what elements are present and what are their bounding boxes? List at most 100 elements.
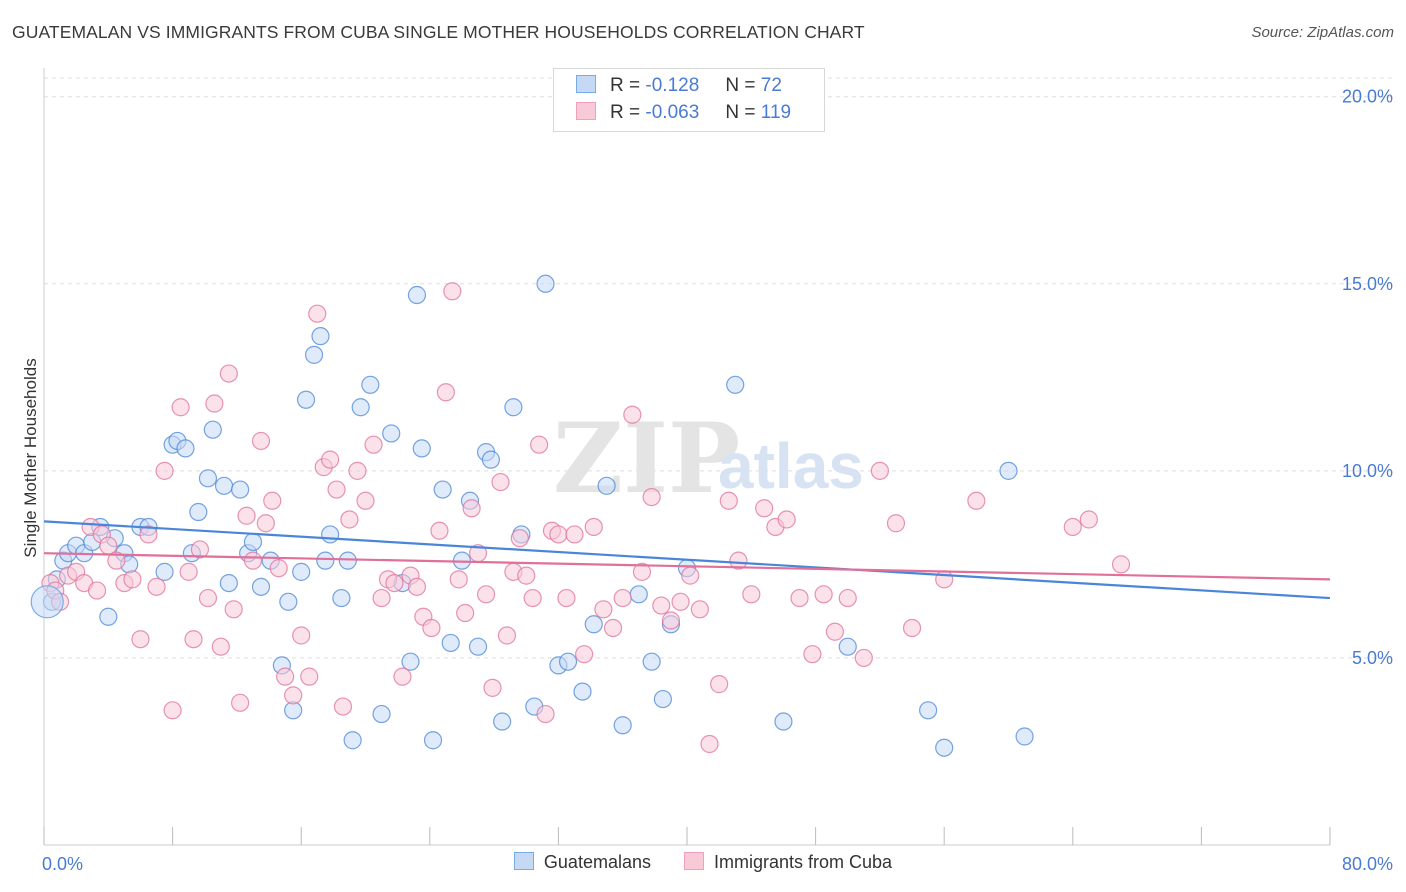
data-point (491, 472, 510, 492)
stats-n-value: 72 (760, 75, 782, 96)
data-point (652, 596, 671, 615)
data-point (1015, 727, 1034, 746)
legend-swatch-cuba (684, 852, 704, 870)
data-point (557, 588, 576, 608)
data-point (351, 398, 370, 417)
y-tick-label: 10.0% (1342, 461, 1393, 481)
data-point (497, 626, 517, 645)
data-point (623, 405, 642, 424)
data-point (276, 667, 295, 686)
data-point (443, 282, 462, 301)
data-point (364, 435, 383, 454)
data-point (30, 585, 64, 619)
chart-title: GUATEMALAN VS IMMIGRANTS FROM CUBA SINGL… (12, 22, 865, 42)
data-point (838, 588, 857, 608)
data-point (316, 551, 335, 570)
data-points (30, 274, 1131, 757)
data-point (613, 588, 632, 608)
watermark: ZIP atlas (553, 402, 864, 515)
data-point (642, 487, 661, 507)
data-point (597, 476, 616, 495)
data-point (343, 731, 362, 750)
data-point (967, 491, 986, 510)
data-point (493, 712, 512, 731)
data-point (919, 701, 938, 720)
data-point (430, 521, 449, 540)
data-point (338, 551, 357, 570)
data-point (517, 566, 536, 585)
axes (43, 68, 1331, 846)
data-point (441, 633, 460, 653)
data-point (292, 562, 311, 581)
data-point (700, 734, 719, 754)
data-point (189, 502, 208, 522)
data-point (777, 510, 796, 529)
data-point (510, 529, 529, 548)
data-point (372, 588, 391, 608)
data-point (211, 637, 230, 656)
data-point (251, 577, 271, 596)
data-point (203, 420, 222, 439)
data-point (311, 327, 330, 346)
data-point (870, 461, 890, 480)
data-point (284, 686, 303, 705)
axis-labels: Single Mother Households 5.0% 10.0% 15.0% 2… (21, 87, 1393, 874)
y-tick-label: 15.0% (1342, 274, 1393, 294)
data-point (205, 394, 224, 413)
data-point (243, 551, 263, 570)
data-point (401, 652, 420, 671)
legend-item-guatemalans[interactable]: Guatemalans (513, 852, 651, 873)
data-point (340, 510, 359, 529)
data-point (536, 274, 555, 293)
data-point (407, 577, 427, 596)
data-point (729, 551, 748, 570)
data-point (171, 398, 190, 417)
data-point (179, 562, 198, 581)
data-point (198, 469, 218, 488)
data-point (155, 461, 174, 480)
data-point (584, 517, 603, 537)
data-point (603, 618, 623, 638)
data-point (575, 645, 594, 664)
data-point (483, 678, 502, 697)
data-point (163, 701, 182, 720)
series-guatemalans (42, 274, 1034, 757)
data-point (296, 390, 316, 409)
data-point (308, 304, 327, 323)
x-tick-label: 80.0% (1342, 854, 1393, 874)
data-point (1079, 510, 1098, 529)
data-point (382, 424, 401, 443)
data-point (332, 588, 351, 608)
trend-lines (43, 520, 1331, 600)
data-point (613, 716, 632, 735)
data-point (594, 600, 613, 619)
data-point (584, 615, 603, 634)
data-point (190, 540, 210, 559)
data-point (632, 562, 652, 581)
data-point (269, 559, 288, 578)
watermark-atlas: atlas (718, 430, 864, 502)
data-point (456, 603, 475, 623)
data-point (671, 592, 690, 611)
data-point (476, 585, 496, 604)
data-point (99, 607, 118, 626)
data-point (462, 499, 481, 518)
y-tick-label: 5.0% (1352, 648, 1393, 668)
data-point (321, 450, 340, 469)
data-point (412, 439, 431, 458)
data-point (803, 645, 822, 664)
stats-r-label: R = (610, 102, 641, 123)
data-point (790, 588, 809, 608)
data-point (393, 667, 412, 686)
data-point (423, 731, 443, 750)
data-point (999, 461, 1018, 480)
data-point (449, 570, 468, 589)
stats-r-value: -0.063 (645, 102, 700, 123)
data-point (629, 585, 648, 604)
data-point (935, 738, 954, 757)
data-point (224, 600, 243, 619)
data-point (99, 536, 118, 555)
data-point (407, 285, 427, 305)
legend-item-cuba[interactable]: Immigrants from Cuba (684, 852, 892, 873)
